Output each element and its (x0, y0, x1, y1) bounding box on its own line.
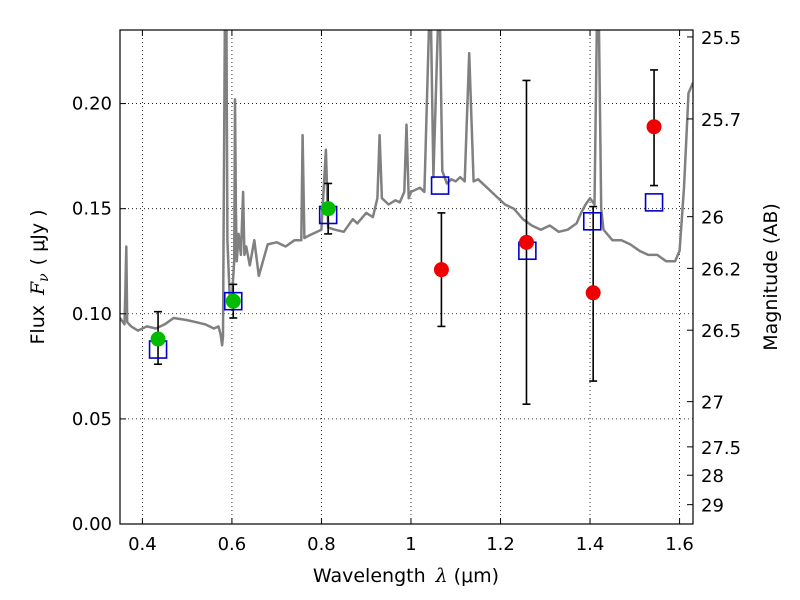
model-point (430, 176, 450, 195)
y-tick-label: 0.05 (72, 409, 112, 430)
x-tick-label: 1.2 (486, 534, 515, 555)
right-tick-label: 25.7 (701, 110, 741, 131)
model-point (223, 291, 243, 311)
errorbar-layer (154, 69, 659, 405)
red-point (646, 119, 662, 135)
spectrum-layer (120, 30, 693, 347)
x-tick-label: 0.4 (128, 534, 157, 555)
right-tick-label: 28 (701, 466, 724, 487)
y-tick-label: 0.15 (72, 199, 112, 220)
right-tick-label: 27 (701, 393, 724, 414)
spectrum-line (120, 30, 693, 347)
green-point (225, 293, 241, 309)
green-point (150, 331, 166, 347)
x-axis-label-text: Wavelength (313, 565, 426, 587)
x-axis-label-symbol: λ (435, 565, 448, 587)
red-point (585, 285, 601, 301)
plot-frame (119, 29, 694, 525)
right-tick-label: 29 (701, 496, 724, 517)
right-tick-label: 26 (701, 208, 724, 229)
right-tick-label: 25.5 (701, 28, 741, 49)
grid-lines (120, 30, 693, 525)
right-tick-label: 26.2 (701, 259, 741, 280)
observed-points-layer (150, 119, 662, 347)
y-tick-label: 0.00 (72, 514, 112, 535)
right-axis-label: Magnitude (AB) (760, 203, 782, 351)
x-tick-label: 1.4 (576, 534, 605, 555)
y-tick-label: 0.10 (72, 304, 112, 325)
y-axis-label-symbol: F (27, 281, 49, 296)
x-axis-label: Wavelength λ (μm) (313, 565, 499, 587)
right-tick-label: 26.5 (701, 321, 741, 342)
red-point (433, 262, 449, 278)
model-point (644, 193, 664, 212)
x-tick-label: 1 (405, 534, 416, 555)
y-axis-label: Flux Fν ( μJy ) (27, 209, 52, 344)
x-tick-label: 0.6 (218, 534, 247, 555)
y-axis-label-subscript: ν (36, 273, 52, 282)
y-axis-label-unit: ( μJy ) (27, 209, 49, 265)
right-tick-label: 27.5 (701, 438, 741, 459)
x-tick-label: 0.8 (307, 534, 336, 555)
y-tick-label: 0.20 (72, 94, 112, 115)
x-tick-label: 1.6 (665, 534, 694, 555)
red-point (518, 234, 534, 250)
y-axis-label-text: Flux (27, 305, 49, 345)
model-point (582, 211, 602, 231)
x-axis-label-unit: (μm) (454, 565, 499, 587)
axis-ticks: 0.4 0.6 0.8 1 1.2 1.4 1.6 0.00 0.05 0.10 0.15 0.20 2… (72, 28, 741, 555)
green-point (320, 201, 336, 217)
